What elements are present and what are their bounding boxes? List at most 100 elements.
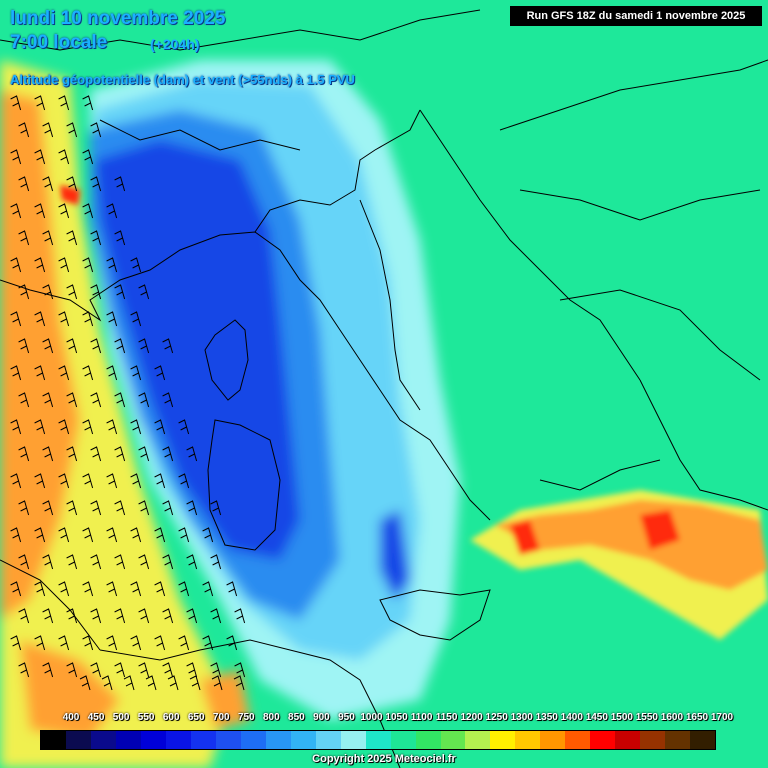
wind-barb <box>210 608 222 624</box>
wind-barb <box>82 527 94 543</box>
legend-swatch <box>465 731 491 749</box>
wind-barb <box>101 675 113 691</box>
wind-barb <box>34 203 46 219</box>
wind-barb <box>10 311 22 327</box>
legend-swatch <box>115 731 141 749</box>
wind-barb <box>130 527 142 543</box>
legend-label: 1000 <box>360 712 383 723</box>
wind-barb <box>130 257 142 273</box>
wind-barb <box>138 392 150 408</box>
wind-barb <box>82 257 94 273</box>
wind-barb <box>34 365 46 381</box>
wind-barb <box>10 473 22 489</box>
wind-barb <box>58 419 70 435</box>
wind-barb <box>82 203 94 219</box>
legend-swatch <box>440 731 466 749</box>
wind-barb <box>10 365 22 381</box>
warm-field-southeast <box>60 185 768 640</box>
forecast-time: 7:00 locale <box>10 32 108 53</box>
wind-barb <box>66 122 78 138</box>
wind-barb <box>18 176 30 192</box>
wind-barb <box>178 473 190 489</box>
legend-label: 800 <box>262 712 280 723</box>
wind-barb <box>106 257 118 273</box>
wind-barb <box>154 635 166 651</box>
legend-label: 550 <box>137 712 155 723</box>
wind-barb <box>18 500 30 516</box>
wind-barb <box>106 203 118 219</box>
legend-swatch <box>315 731 341 749</box>
wind-barb <box>114 662 126 678</box>
wind-barb <box>138 554 150 570</box>
wind-barb <box>106 527 118 543</box>
legend-label: 1150 <box>435 712 458 723</box>
wind-barb <box>186 446 198 462</box>
legend-swatch <box>690 731 716 749</box>
wind-barb <box>18 122 30 138</box>
legend-swatch <box>190 731 216 749</box>
wind-barb <box>42 284 54 300</box>
wind-barb <box>34 95 46 111</box>
wind-barb <box>202 527 214 543</box>
legend-label: 400 <box>62 712 80 723</box>
wind-barb <box>34 581 46 597</box>
wind-barb <box>90 392 102 408</box>
wind-barb <box>130 635 142 651</box>
legend-label: 1650 <box>685 712 709 723</box>
wind-barb <box>130 365 142 381</box>
wind-barb <box>186 608 198 624</box>
legend-label: 850 <box>288 712 305 723</box>
legend-label: 450 <box>87 712 105 723</box>
wind-barb <box>210 554 222 570</box>
wind-barb <box>167 675 179 691</box>
wind-barb <box>34 419 46 435</box>
wind-barb <box>210 500 222 516</box>
wind-barb <box>82 581 94 597</box>
legend-label: 1200 <box>460 712 483 723</box>
wind-barb <box>10 257 22 273</box>
wind-barb <box>66 662 78 678</box>
forecast-date: lundi 10 novembre 2025 <box>10 8 226 29</box>
forecast-lead-time: (+204h) <box>150 36 200 52</box>
legend-label: 1600 <box>660 712 684 723</box>
legend-label: 1100 <box>410 712 433 723</box>
wind-barb <box>10 149 22 165</box>
wind-barb <box>138 446 150 462</box>
model-run-label: Run GFS 18Z du samedi 1 novembre 2025 <box>510 6 762 26</box>
wind-barb <box>138 608 150 624</box>
wind-barb <box>162 500 174 516</box>
wind-barb <box>34 635 46 651</box>
wind-barb <box>34 311 46 327</box>
wind-barb <box>58 203 70 219</box>
wind-barb <box>178 635 190 651</box>
legend-label: 1300 <box>510 712 533 723</box>
legend-swatch <box>665 731 691 749</box>
wind-barb <box>82 473 94 489</box>
wind-barb <box>42 122 54 138</box>
copyright-text: Copyright 2025 Meteociel.fr <box>312 753 456 765</box>
wind-barb <box>58 257 70 273</box>
wind-barb <box>66 554 78 570</box>
legend-swatch <box>515 731 541 749</box>
wind-barb <box>18 608 30 624</box>
wind-barb <box>234 608 246 624</box>
wind-barb <box>90 554 102 570</box>
map-subtitle: Altitude géopotentielle (dam) et vent (>… <box>10 72 355 87</box>
wind-barb <box>58 365 70 381</box>
color-legend <box>40 730 716 750</box>
legend-label: 1400 <box>560 712 583 723</box>
wind-barb <box>114 230 126 246</box>
legend-swatch <box>41 731 66 749</box>
wind-barb <box>66 392 78 408</box>
wind-barb <box>178 581 190 597</box>
wind-barb <box>114 554 126 570</box>
wind-barb <box>130 473 142 489</box>
legend-swatch <box>215 731 241 749</box>
wind-barb <box>138 500 150 516</box>
wind-barb <box>162 446 174 462</box>
wind-barb <box>34 473 46 489</box>
legend-label: 1500 <box>610 712 633 723</box>
wind-barb <box>42 230 54 246</box>
legend-swatch <box>90 731 116 749</box>
legend-swatch <box>65 731 91 749</box>
